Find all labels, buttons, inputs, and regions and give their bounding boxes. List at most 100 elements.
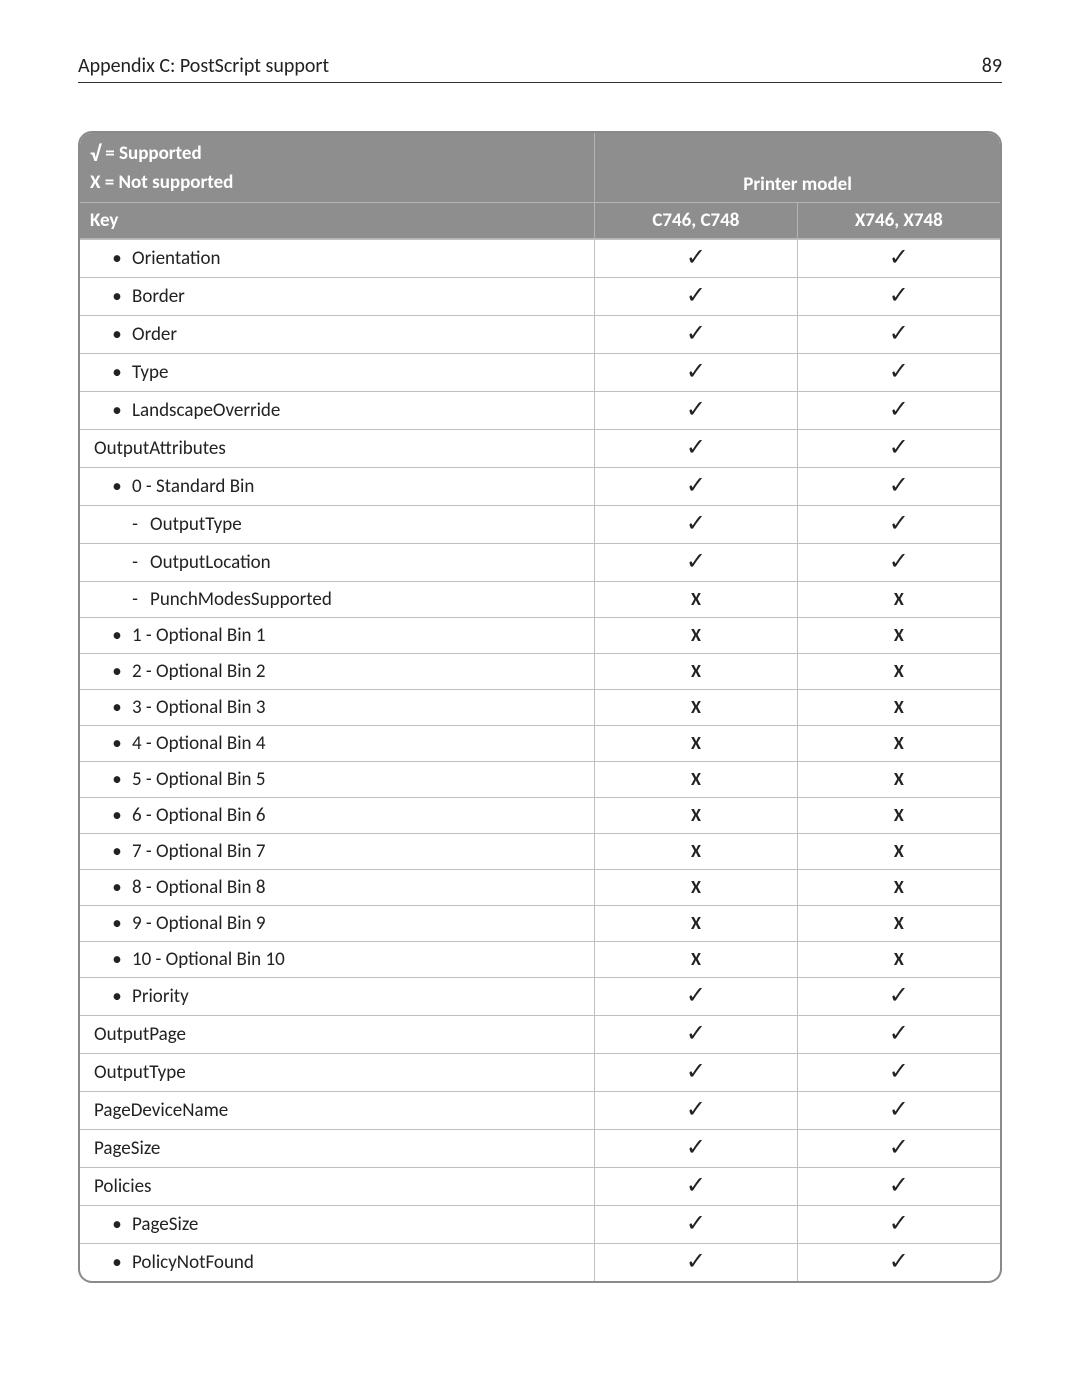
support-cell: X [798,797,1000,833]
table-row: OutputType ✓ ✓ [80,505,1000,543]
support-cell: ✓ [798,391,1000,429]
key-cell: 10 - Optional Bin 10 [80,941,595,977]
x-icon: X [894,624,904,646]
check-icon: ✓ [686,1171,706,1200]
table-row: Type✓✓ [80,353,1000,391]
key-cell: OutputType [80,1053,595,1091]
table-row: Policies ✓ ✓ [80,1167,1000,1205]
support-cell: X [798,833,1000,869]
key-cell: Border [80,277,595,315]
column-model-b: X746, X748 [798,203,1000,239]
support-cell: X [595,617,797,653]
support-cell: ✓ [798,1091,1000,1129]
key-label: Policies [90,1175,151,1198]
x-icon: X [894,696,904,718]
key-cell: Order [80,315,595,353]
x-icon: X [691,588,701,610]
key-cell: PageDeviceName [80,1091,595,1129]
check-icon: ✓ [686,433,706,462]
support-cell: ✓ [798,1129,1000,1167]
support-cell: ✓ [595,1129,797,1167]
key-cell: 3 - Optional Bin 3 [80,689,595,725]
support-cell: X [798,581,1000,617]
support-cell: ✓ [798,1167,1000,1205]
key-label: PolicyNotFound [90,1251,254,1274]
key-label: OutputType [90,513,242,536]
key-cell: 5 - Optional Bin 5 [80,761,595,797]
check-icon: ✓ [686,281,706,310]
x-icon: X [894,948,904,970]
table-row: Order ✓ ✓ [80,315,1000,353]
support-cell: X [595,653,797,689]
key-cell: 7 - Optional Bin 7 [80,833,595,869]
x-icon: X [894,840,904,862]
support-cell: ✓ [595,977,797,1015]
table-columns-row: Key C746, C748 X746, X748 [80,203,1000,239]
x-icon: X [894,660,904,682]
key-label: 8 - Optional Bin 8 [90,876,265,899]
check-icon: ✓ [889,433,909,462]
check-icon: ✓ [686,357,706,386]
check-icon: ✓ [889,547,909,576]
key-label: 10 - Optional Bin 10 [90,948,285,971]
key-label: Priority [90,985,189,1008]
key-label: PunchModesSupported [90,588,332,611]
table-row: PageSize✓✓ [80,1205,1000,1243]
key-label: Border [90,285,185,308]
check-icon: ✓ [889,243,909,272]
x-icon: X [691,804,701,826]
table-row: 4 - Optional Bin 4XX [80,725,1000,761]
table-row: OutputAttributes ✓ ✓ [80,429,1000,467]
printer-model-header: Printer model [595,133,1000,203]
table-row: PunchModesSupported X X [80,581,1000,617]
support-cell: ✓ [798,429,1000,467]
table-row: 2 - Optional Bin 2XX [80,653,1000,689]
header-title: Appendix C: PostScript support [78,54,329,78]
check-icon: ✓ [686,1209,706,1238]
support-cell: ✓ [798,505,1000,543]
support-cell: X [798,653,1000,689]
support-cell: ✓ [595,1167,797,1205]
check-icon: ✓ [686,319,706,348]
column-model-a: C746, C748 [595,203,797,239]
check-icon: ✓ [889,1171,909,1200]
table-row: 1 - Optional Bin 1 X X [80,617,1000,653]
key-label: PageDeviceName [90,1099,228,1122]
support-cell: ✓ [595,353,797,391]
key-cell: LandscapeOverride [80,391,595,429]
support-cell: ✓ [798,1243,1000,1281]
key-label: 0 - Standard Bin [90,475,254,498]
x-icon: X [691,660,701,682]
key-cell: PageSize [80,1205,595,1243]
support-cell: ✓ [595,543,797,581]
key-cell: 1 - Optional Bin 1 [80,617,595,653]
x-icon: X [894,588,904,610]
support-cell: ✓ [798,977,1000,1015]
key-cell: Policies [80,1167,595,1205]
table-row: Border✓✓ [80,277,1000,315]
key-cell: 4 - Optional Bin 4 [80,725,595,761]
key-cell: 6 - Optional Bin 6 [80,797,595,833]
table-row: Priority ✓✓ [80,977,1000,1015]
x-icon: X [894,768,904,790]
table-row: 3 - Optional Bin 3XX [80,689,1000,725]
key-label: OutputPage [90,1023,186,1046]
table-row: 0 - Standard Bin✓✓ [80,467,1000,505]
key-cell: OutputAttributes [80,429,595,467]
x-icon: X [691,912,701,934]
key-label: 7 - Optional Bin 7 [90,840,265,863]
key-label: PageSize [90,1137,160,1160]
key-label: 1 - Optional Bin 1 [90,624,265,647]
x-icon: X [691,876,701,898]
check-icon: ✓ [686,243,706,272]
support-cell: ✓ [595,505,797,543]
legend-supported-text: = Supported [101,142,202,165]
check-icon: ✓ [889,509,909,538]
table-legend-row: √ = Supported X = Not supported Printer … [80,133,1000,203]
support-cell: ✓ [595,1205,797,1243]
key-cell: 0 - Standard Bin [80,467,595,505]
support-cell: ✓ [798,315,1000,353]
key-cell: Type [80,353,595,391]
support-cell: X [798,761,1000,797]
check-icon: ✓ [889,1247,909,1276]
